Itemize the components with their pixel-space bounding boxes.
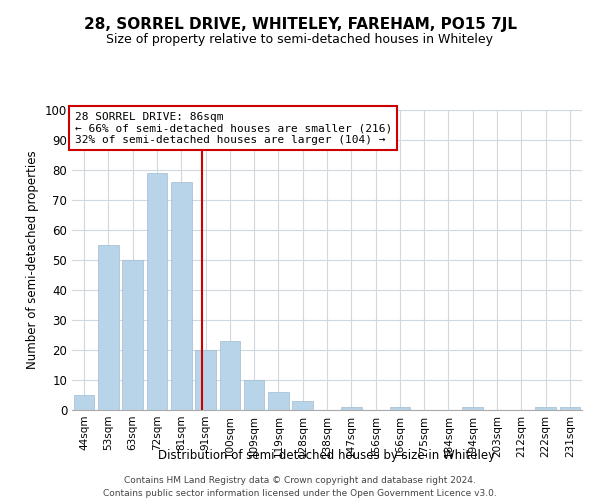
Bar — [146, 173, 167, 410]
Bar — [463, 407, 483, 410]
Text: Distribution of semi-detached houses by size in Whiteley: Distribution of semi-detached houses by … — [158, 448, 496, 462]
Bar — [535, 407, 556, 410]
Text: 28, SORREL DRIVE, WHITELEY, FAREHAM, PO15 7JL: 28, SORREL DRIVE, WHITELEY, FAREHAM, PO1… — [83, 18, 517, 32]
Bar — [171, 182, 191, 410]
Text: 28 SORREL DRIVE: 86sqm
← 66% of semi-detached houses are smaller (216)
32% of se: 28 SORREL DRIVE: 86sqm ← 66% of semi-det… — [74, 112, 392, 144]
Bar — [389, 407, 410, 410]
Bar — [98, 245, 119, 410]
Bar — [195, 350, 216, 410]
Bar — [268, 392, 289, 410]
Y-axis label: Number of semi-detached properties: Number of semi-detached properties — [26, 150, 40, 370]
Bar — [122, 260, 143, 410]
Text: Size of property relative to semi-detached houses in Whiteley: Size of property relative to semi-detach… — [107, 32, 493, 46]
Bar — [74, 395, 94, 410]
Bar — [560, 407, 580, 410]
Bar — [220, 341, 240, 410]
Bar — [292, 401, 313, 410]
Text: Contains HM Land Registry data © Crown copyright and database right 2024.
Contai: Contains HM Land Registry data © Crown c… — [103, 476, 497, 498]
Bar — [341, 407, 362, 410]
Bar — [244, 380, 265, 410]
